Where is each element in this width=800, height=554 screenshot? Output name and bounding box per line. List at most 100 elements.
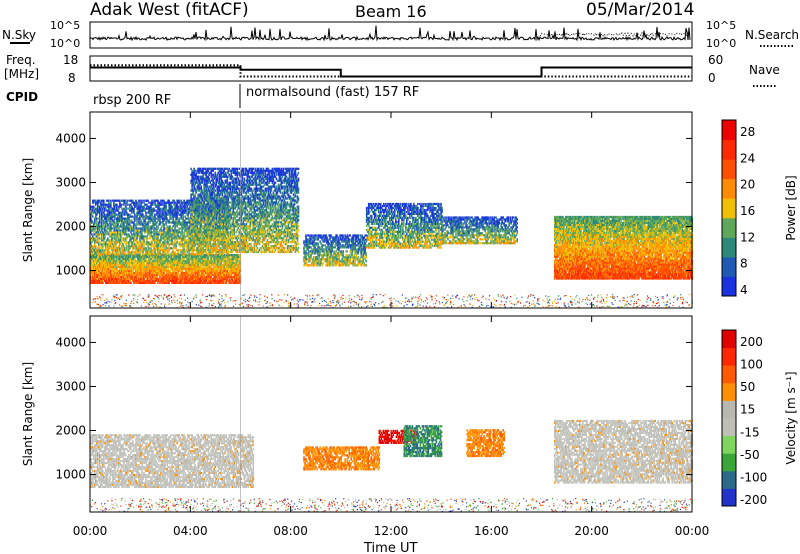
power-cell [112, 247, 114, 250]
power-cell [101, 279, 103, 282]
power-cell [104, 215, 106, 218]
power-cell [140, 265, 142, 269]
power-cell [201, 205, 203, 208]
power-cell [140, 221, 142, 224]
power-cell [184, 227, 186, 230]
power-cell [133, 225, 135, 228]
power-cell [213, 258, 215, 261]
power-cell [130, 219, 132, 222]
power-cell [98, 273, 100, 276]
power-cell [121, 256, 123, 259]
power-cell [225, 256, 228, 259]
power-cell [225, 229, 228, 232]
power-cell [160, 273, 162, 276]
power-cell [202, 253, 204, 256]
power-cell [179, 209, 181, 212]
power-cell [99, 227, 101, 230]
power-cell [193, 209, 195, 212]
power-cell [154, 271, 156, 275]
power-cell [176, 265, 178, 269]
power-cell [100, 249, 102, 252]
power-cell [216, 263, 218, 267]
power-cell [143, 267, 145, 271]
power-cell [194, 269, 196, 273]
power-cell [121, 241, 123, 244]
power-cell [226, 265, 229, 269]
power-cell [180, 207, 182, 210]
power-cell [238, 269, 241, 273]
power-cell [213, 271, 215, 275]
power-cell [146, 253, 148, 256]
power-cell [114, 211, 116, 214]
power-cell [143, 265, 145, 269]
power-cell [191, 237, 193, 240]
power-cell [113, 263, 115, 267]
power-cell [199, 231, 201, 234]
power-cell [199, 249, 201, 252]
power-cell [205, 219, 207, 222]
power-cell [111, 209, 113, 212]
power-cell [227, 260, 230, 263]
power-cell [188, 233, 190, 236]
power-cell [136, 265, 138, 269]
power-cell [169, 233, 171, 236]
power-cell [108, 207, 110, 210]
power-cell [118, 279, 120, 282]
power-cell [141, 229, 143, 232]
power-cell [198, 273, 200, 276]
power-cell [109, 273, 111, 276]
power-cell [106, 221, 108, 224]
power-cell [152, 251, 154, 254]
power-cell [170, 258, 172, 261]
power-cell [147, 229, 149, 232]
power-cell [107, 211, 109, 214]
power-cell [167, 209, 169, 212]
power-cell [141, 233, 143, 236]
power-cell [186, 251, 188, 254]
power-cell [188, 227, 190, 230]
power-cell [151, 209, 153, 212]
power-cell [196, 249, 198, 252]
power-cell [166, 219, 168, 222]
power-cell [229, 271, 232, 275]
power-cell [146, 243, 148, 246]
power-cell [194, 265, 196, 269]
power-cell [165, 213, 167, 216]
power-cell [224, 269, 226, 273]
power-cell [202, 271, 204, 275]
power-cell [102, 219, 104, 222]
power-cell [125, 205, 127, 208]
power-cell [155, 275, 157, 278]
power-cell [166, 251, 168, 254]
power-cell [125, 209, 127, 212]
power-cell [191, 281, 193, 284]
power-cell [92, 205, 94, 208]
power-cell [137, 227, 139, 230]
power-cell [166, 201, 168, 204]
power-cell [131, 271, 133, 275]
power-cell [114, 217, 116, 220]
power-cell [216, 273, 218, 276]
power-cell [167, 233, 169, 236]
power-cell [136, 262, 138, 265]
power-cell [232, 265, 235, 269]
power-cell [123, 203, 125, 206]
power-cell [123, 229, 125, 232]
power-cell [98, 227, 100, 230]
power-cell [138, 281, 140, 284]
power-cell [224, 271, 226, 275]
power-cell [174, 275, 176, 278]
power-cell [201, 221, 203, 224]
power-cell [181, 211, 183, 214]
power-cell [157, 277, 159, 280]
power-cell [158, 251, 160, 254]
power-cell [102, 231, 104, 234]
power-cell [196, 271, 198, 275]
power-cell [169, 203, 171, 206]
power-cell [155, 199, 157, 202]
power-cell [115, 247, 117, 250]
power-cell [156, 249, 158, 252]
power-cell [163, 199, 165, 202]
power-cell [146, 249, 148, 252]
power-cell [110, 256, 112, 259]
